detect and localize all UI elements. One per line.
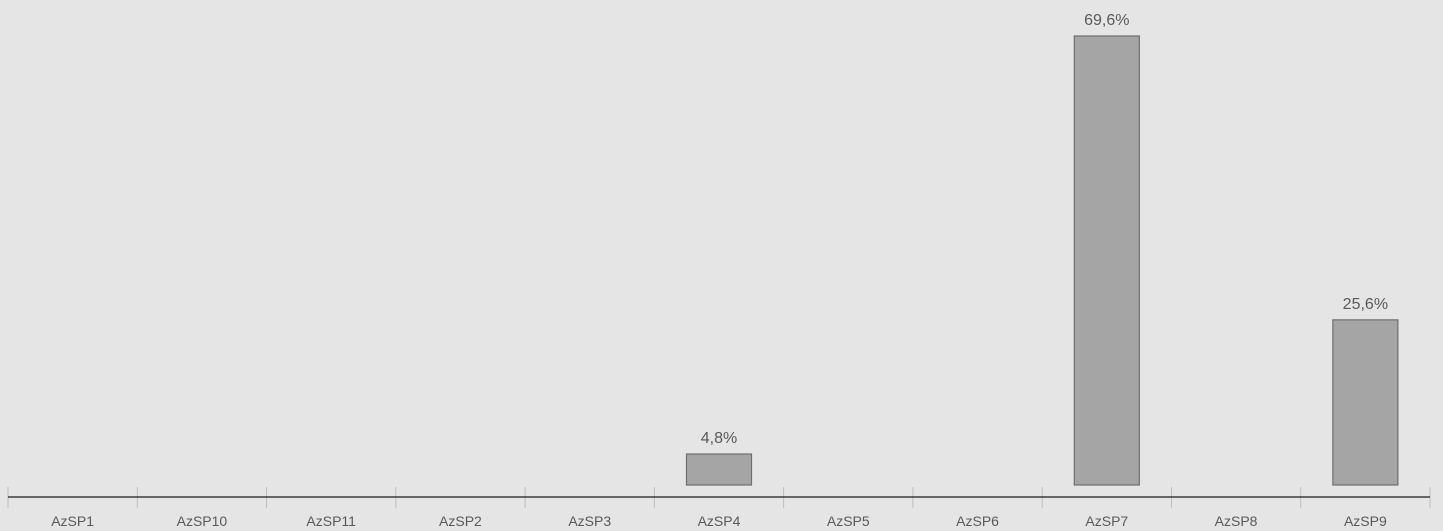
x-tick-label-azsp5: AzSP5 (827, 513, 870, 529)
data-labels-layer: 4,8% 69,6% 25,6% (701, 12, 1388, 447)
x-tick-label-azsp1: AzSP1 (51, 513, 94, 529)
x-tick-label-azsp11: AzSP11 (306, 513, 356, 529)
x-tick-label-azsp10: AzSP10 (177, 513, 228, 529)
x-tick-label-azsp7: AzSP7 (1085, 513, 1128, 529)
x-tick-label-azsp2: AzSP2 (439, 513, 482, 529)
x-tick-label-azsp8: AzSP8 (1215, 513, 1258, 529)
bars-layer (685, 35, 1399, 486)
x-tick-label-azsp3: AzSP3 (568, 513, 611, 529)
bar-azsp9 (1332, 319, 1399, 486)
x-tick-label-azsp4: AzSP4 (698, 513, 741, 529)
x-tick-labels: AzSP1 AzSP10 AzSP11 AzSP2 AzSP3 AzSP4 AzSP5 AzS… (51, 513, 1387, 529)
bar-azsp4 (685, 453, 753, 486)
data-label-azsp4: 4,8% (701, 430, 737, 447)
data-label-azsp9: 25,6% (1343, 296, 1388, 313)
x-tick-label-azsp6: AzSP6 (956, 513, 999, 529)
bar-azsp7 (1073, 35, 1140, 486)
x-tick-label-azsp9: AzSP9 (1344, 513, 1387, 529)
x-axis (7, 487, 1431, 508)
data-label-azsp7: 69,6% (1084, 12, 1129, 29)
